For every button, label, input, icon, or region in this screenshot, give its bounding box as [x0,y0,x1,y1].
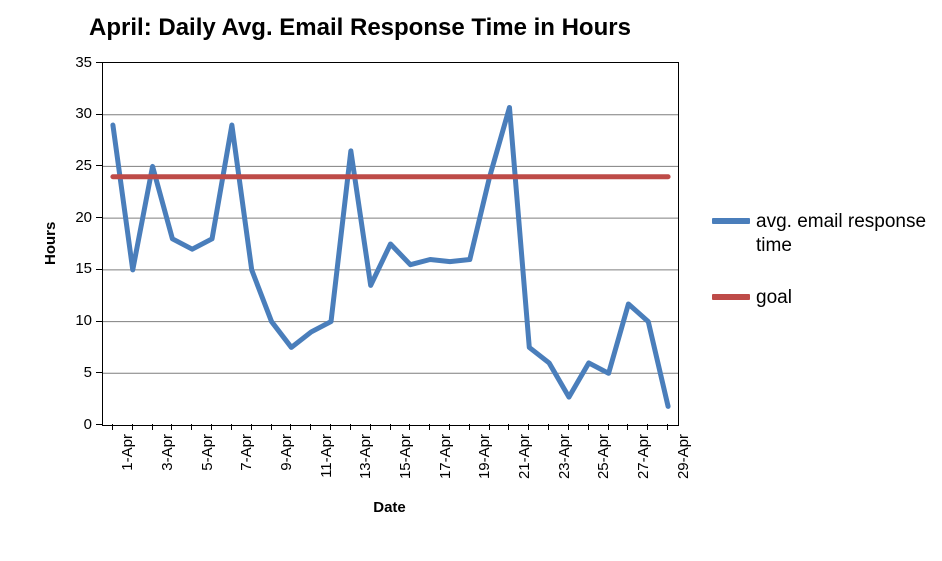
x-tick-label: 5-Apr [199,434,216,494]
y-tick-mark [96,217,102,218]
x-tick-label: 19-Apr [476,434,493,494]
y-axis-label: Hours [42,222,59,265]
x-tick-mark [350,424,351,430]
x-tick-label: 25-Apr [595,434,612,494]
x-tick-label: 7-Apr [238,434,255,494]
x-tick-mark [191,424,192,430]
x-tick-mark [409,424,410,430]
x-tick-label: 29-Apr [675,434,692,494]
x-tick-label: 11-Apr [318,434,335,494]
x-tick-label: 3-Apr [159,434,176,494]
plot-svg [103,63,678,425]
x-tick-mark [647,424,648,430]
x-tick-mark [330,424,331,430]
x-tick-mark [528,424,529,430]
x-tick-mark [489,424,490,430]
x-tick-mark [112,424,113,430]
x-tick-label: 9-Apr [278,434,295,494]
x-tick-mark [251,424,252,430]
y-tick-label: 0 [58,416,92,433]
x-tick-mark [627,424,628,430]
y-tick-label: 10 [58,312,92,329]
x-tick-mark [568,424,569,430]
y-tick-mark [96,269,102,270]
x-tick-mark [508,424,509,430]
x-tick-label: 17-Apr [437,434,454,494]
legend-label: avg. email response time [756,210,936,258]
x-tick-mark [171,424,172,430]
legend-swatch [712,294,750,300]
series-line-0 [113,107,668,406]
chart-container: April: Daily Avg. Email Response Time in… [0,0,942,561]
x-tick-mark [211,424,212,430]
chart-title: April: Daily Avg. Email Response Time in… [0,14,720,42]
y-tick-mark [96,165,102,166]
y-tick-label: 20 [58,209,92,226]
x-axis-label: Date [102,499,677,516]
x-tick-label: 21-Apr [516,434,533,494]
x-tick-mark [429,424,430,430]
legend-label: goal [756,286,792,310]
x-tick-mark [271,424,272,430]
x-tick-mark [310,424,311,430]
x-tick-label: 27-Apr [635,434,652,494]
y-tick-mark [96,321,102,322]
x-tick-mark [667,424,668,430]
y-tick-mark [96,114,102,115]
x-tick-mark [370,424,371,430]
y-tick-label: 30 [58,105,92,122]
x-tick-mark [231,424,232,430]
legend-item: avg. email response time [712,210,936,258]
x-tick-mark [608,424,609,430]
legend: avg. email response time goal [712,210,936,337]
legend-swatch [712,218,750,224]
x-tick-label: 1-Apr [119,434,136,494]
x-tick-label: 23-Apr [556,434,573,494]
x-tick-mark [290,424,291,430]
x-tick-mark [152,424,153,430]
y-tick-label: 15 [58,260,92,277]
x-tick-mark [390,424,391,430]
x-tick-label: 13-Apr [357,434,374,494]
y-tick-label: 25 [58,157,92,174]
x-tick-mark [588,424,589,430]
x-tick-mark [548,424,549,430]
y-tick-mark [96,372,102,373]
y-tick-mark [96,62,102,63]
plot-area [102,62,679,426]
x-tick-mark [469,424,470,430]
legend-item: goal [712,286,936,310]
y-tick-mark [96,424,102,425]
x-tick-mark [132,424,133,430]
x-tick-label: 15-Apr [397,434,414,494]
y-tick-label: 35 [58,54,92,71]
y-tick-label: 5 [58,364,92,381]
x-tick-mark [449,424,450,430]
